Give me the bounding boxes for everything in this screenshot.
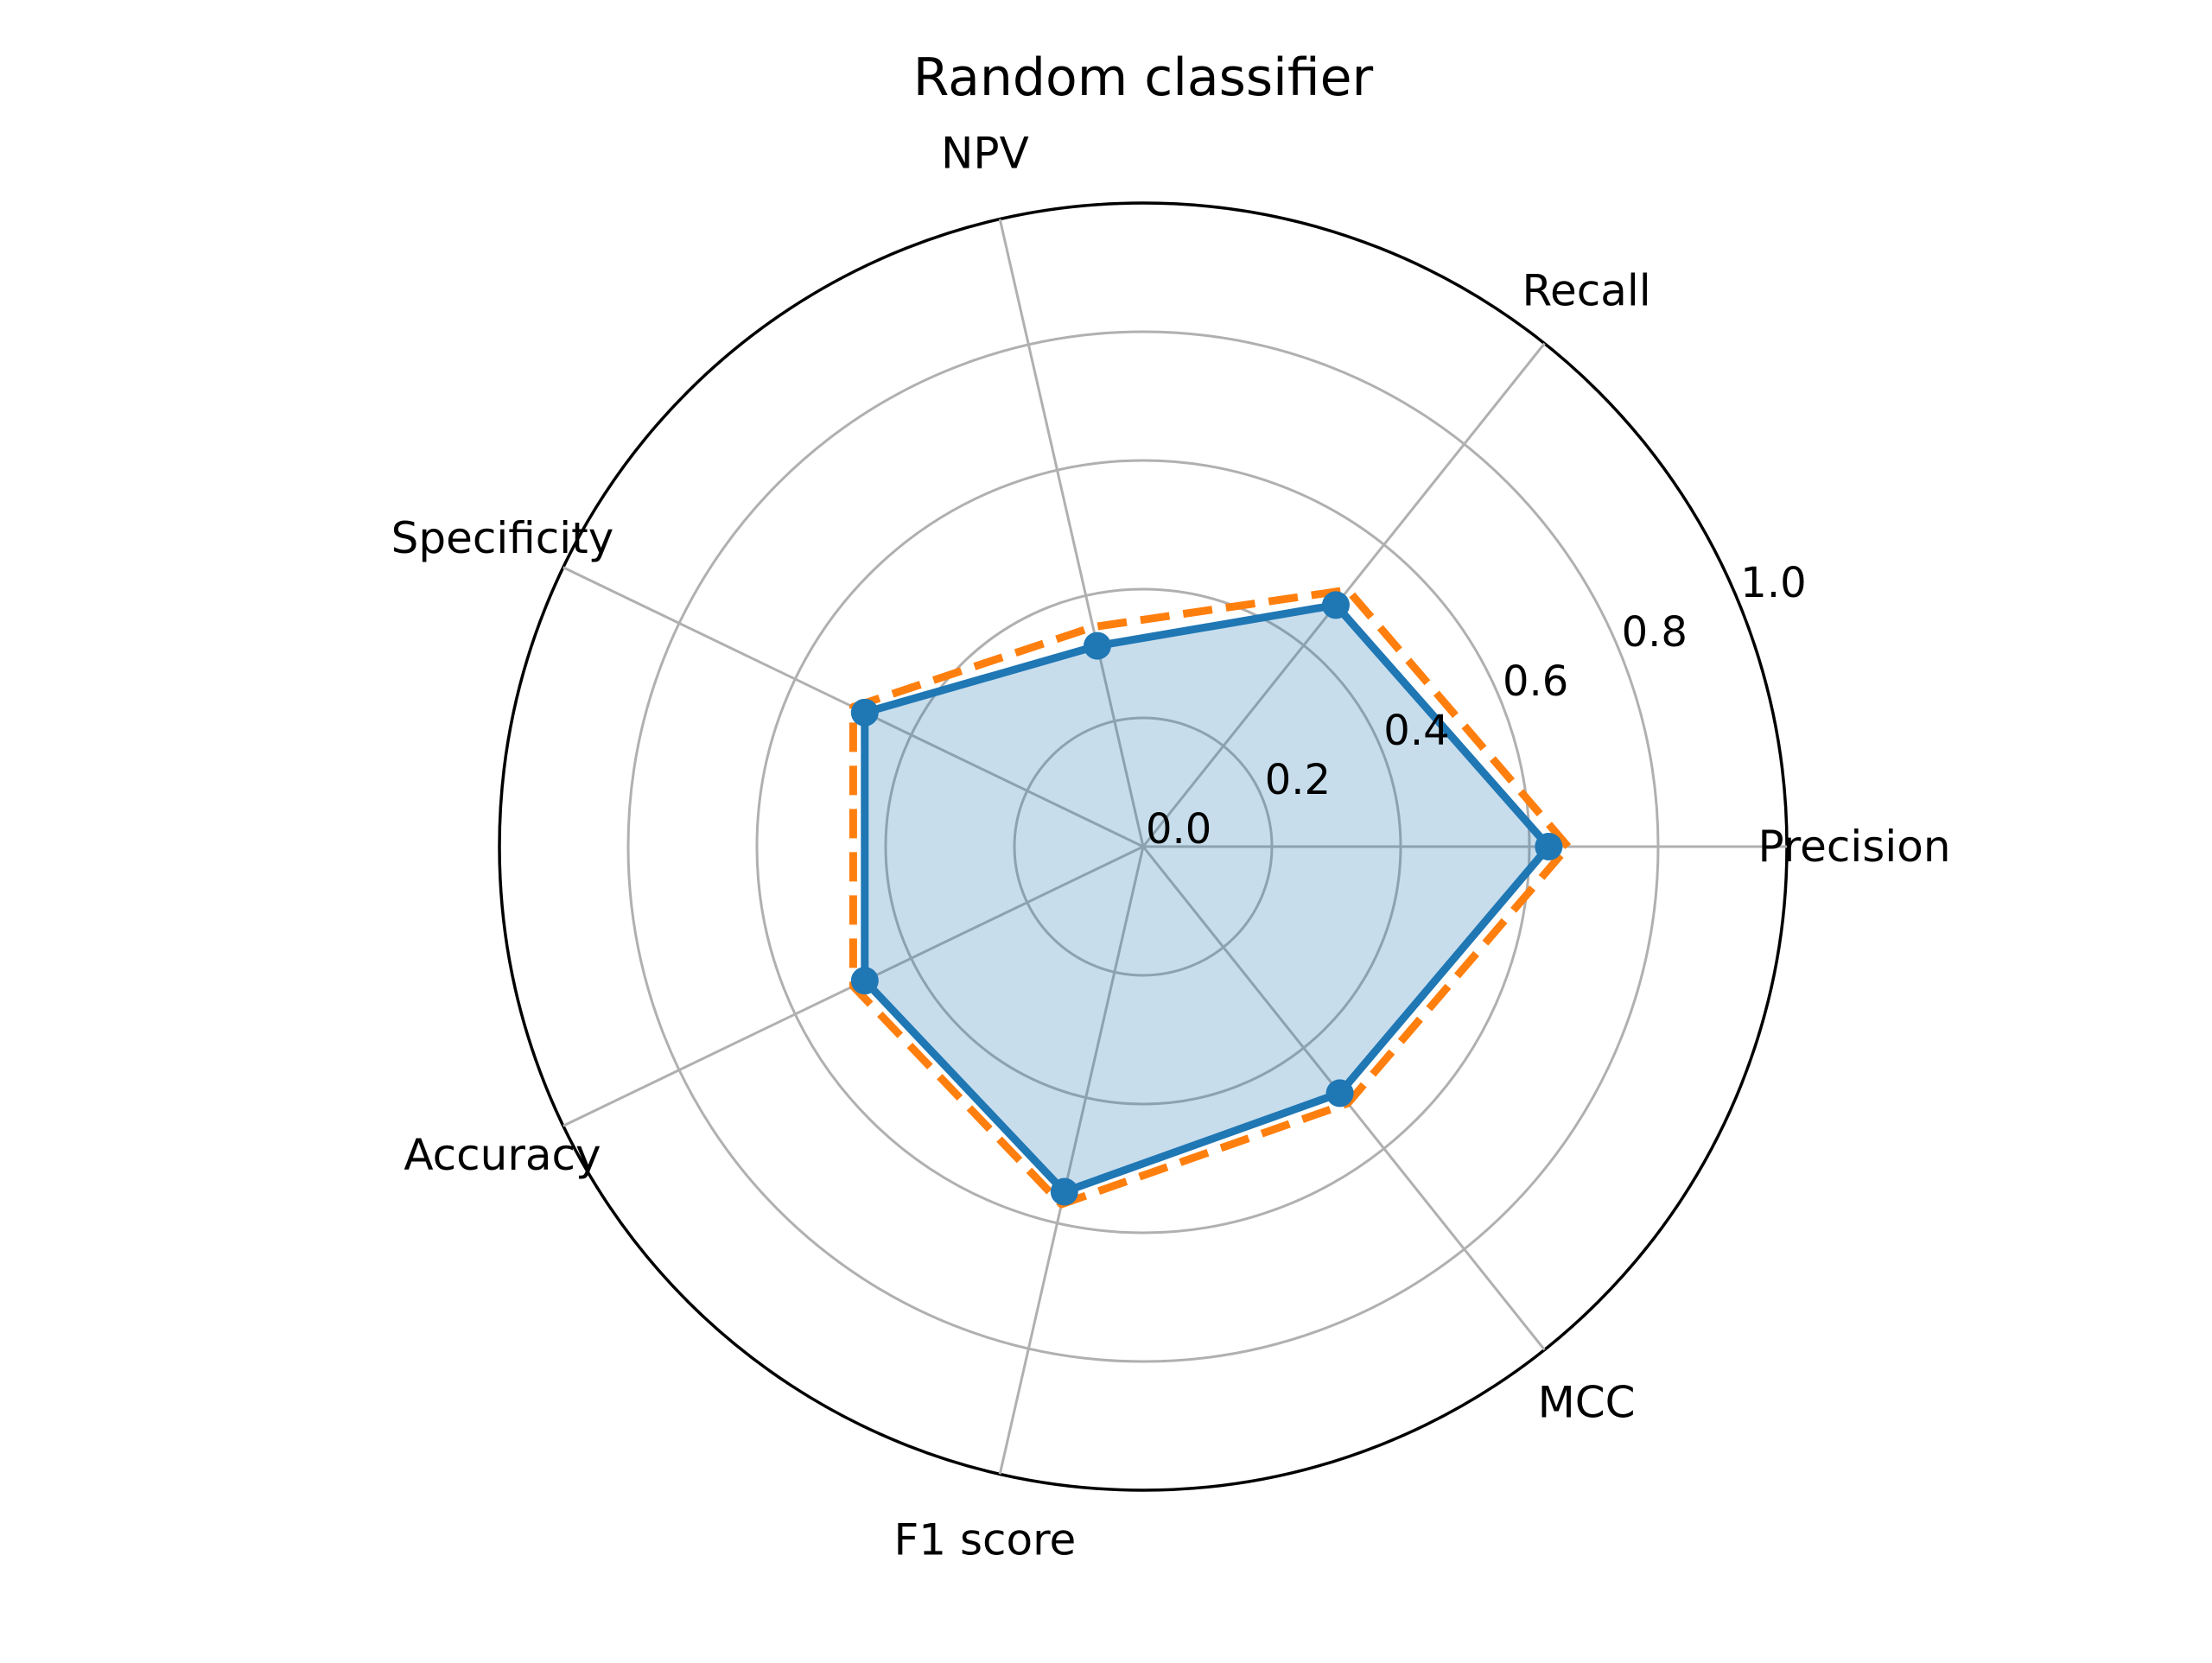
axis-label: F1 score	[893, 1514, 1076, 1565]
tick-label: 0.8	[1622, 608, 1688, 657]
series-0-point	[1535, 833, 1563, 860]
series-0-fill	[864, 605, 1549, 1192]
chart-title: Random classifier	[913, 48, 1374, 108]
axis-label: MCC	[1538, 1377, 1636, 1427]
series-0-point	[1325, 1079, 1354, 1108]
tick-label: 0.0	[1146, 805, 1211, 854]
tick-label: 1.0	[1740, 559, 1806, 607]
radar-tick-labels: 0.0 0.2 0.4 0.6 0.8 1.0	[1146, 559, 1807, 854]
series-0-line	[861, 600, 1553, 1196]
radar-series	[849, 586, 1573, 1209]
series-0-point	[1321, 591, 1350, 619]
spoke-line	[998, 846, 1145, 1475]
axis-label: Precision	[1758, 822, 1950, 872]
series-0-point	[850, 967, 879, 995]
axis-label: Recall	[1522, 266, 1651, 316]
axis-label: Accuracy	[404, 1130, 601, 1180]
tick-label: 0.4	[1383, 707, 1449, 755]
axis-label: Specificity	[391, 513, 614, 563]
tick-label: 0.2	[1265, 756, 1331, 804]
series-0-point	[850, 698, 879, 727]
axis-label: NPV	[941, 129, 1029, 179]
spoke-line	[998, 219, 1145, 847]
series-0-point	[1083, 632, 1111, 660]
tick-label: 0.6	[1503, 657, 1568, 706]
radar-axis-labels: Precision Recall NPV Specificity Accuracy F1 …	[391, 129, 1951, 1565]
series-0-point	[1050, 1177, 1078, 1206]
